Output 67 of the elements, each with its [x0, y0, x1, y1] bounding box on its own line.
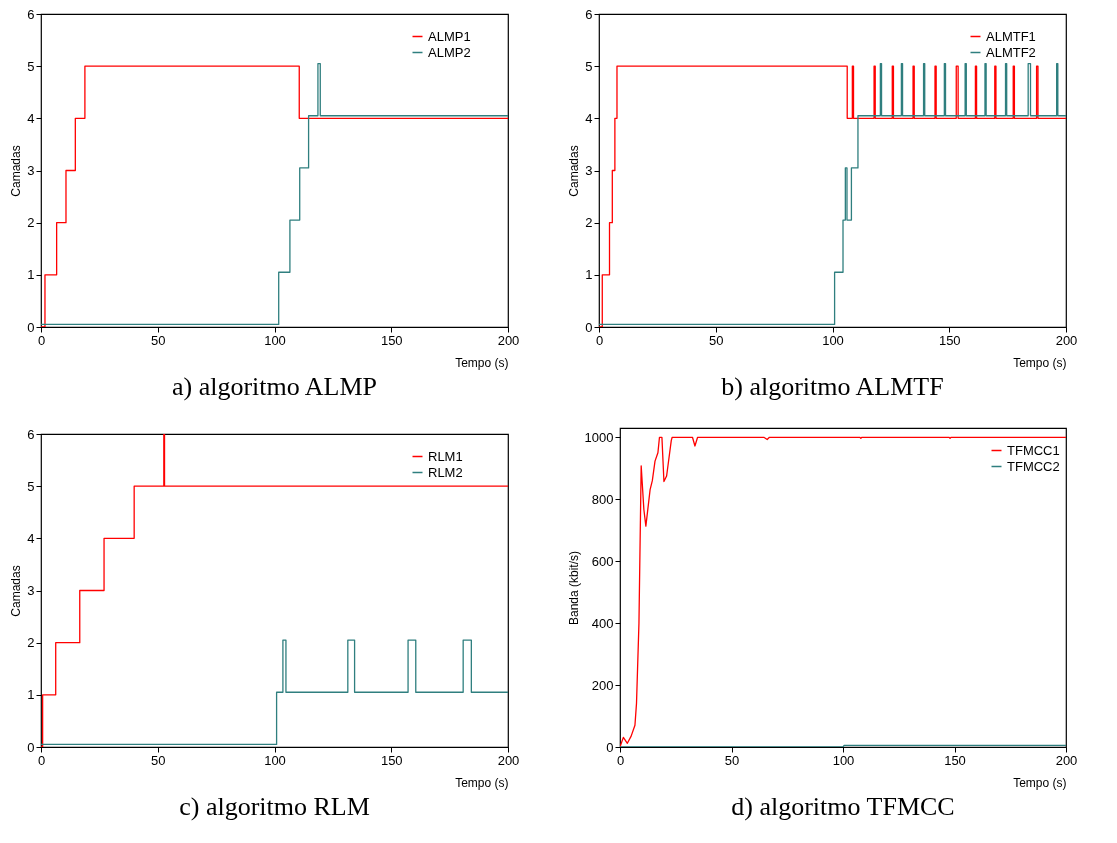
x-tick-label: 150: [380, 752, 403, 768]
legend-label: TFMCC2: [1007, 458, 1060, 474]
y-tick-label: 0: [27, 739, 35, 755]
line-series: [620, 436, 1066, 747]
y-tick-label: 0: [585, 319, 593, 335]
y-tick-label: 800: [591, 491, 614, 507]
x-tick-label: 50: [709, 332, 724, 348]
y-tick-label: 5: [27, 478, 35, 494]
y-axis-title: Camadas: [9, 565, 24, 617]
x-tick-label: 100: [264, 752, 286, 768]
x-tick-label: 200: [497, 752, 520, 768]
y-tick-label: 0: [27, 319, 35, 335]
y-tick-label: 0: [606, 739, 614, 755]
y-tick-label: 6: [27, 6, 35, 22]
x-tick-label: 200: [1055, 752, 1078, 768]
y-tick-label: 400: [591, 615, 614, 631]
legend-label: RLM2: [428, 464, 463, 480]
y-tick-label: 4: [585, 110, 593, 126]
x-tick-label: 100: [832, 752, 855, 768]
x-axis-title: Tempo (s): [1013, 775, 1067, 790]
y-axis-title: Banda (kbit/s): [566, 550, 581, 626]
y-tick-label: 200: [591, 677, 614, 693]
x-tick-label: 50: [151, 332, 166, 348]
text: d) algoritmo TFMCC: [731, 792, 955, 821]
legend-label: ALMP2: [428, 44, 471, 60]
x-tick-label: 0: [37, 332, 46, 348]
legend-label: TFMCC1: [1007, 442, 1060, 458]
y-tick-label: 1: [585, 267, 593, 283]
text: b) algoritmo ALMTF: [721, 372, 944, 401]
y-tick-label: 5: [585, 58, 593, 74]
x-axis-title: Tempo (s): [455, 355, 509, 370]
y-tick-label: 3: [585, 163, 593, 178]
y-tick-label: 6: [27, 426, 35, 442]
text: a) algoritmo ALMP: [171, 372, 378, 401]
text: c) algoritmo RLM: [179, 792, 370, 821]
legend-label: ALMTF2: [986, 44, 1036, 60]
x-axis-title: Tempo (s): [455, 775, 509, 790]
y-tick-label: 2: [585, 215, 593, 231]
x-tick-label: 0: [37, 752, 46, 768]
x-tick-label: 200: [1055, 332, 1078, 348]
y-tick-label: 2: [27, 215, 35, 231]
y-tick-label: 5: [27, 58, 35, 74]
y-tick-label: 4: [27, 530, 35, 546]
x-tick-label: 100: [264, 332, 286, 348]
legend-label: RLM1: [428, 448, 463, 464]
y-tick-label: 1: [27, 267, 35, 283]
x-tick-label: 150: [380, 332, 403, 348]
x-tick-label: 50: [724, 752, 740, 768]
y-tick-label: 2: [27, 635, 35, 651]
y-tick-label: 1000: [584, 429, 614, 445]
x-tick-label: 150: [938, 332, 961, 348]
y-tick-label: 3: [27, 583, 35, 598]
y-axis-title: Camadas: [9, 145, 24, 197]
x-tick-label: 200: [497, 332, 520, 348]
x-tick-label: 100: [822, 332, 844, 348]
y-tick-label: 600: [591, 553, 614, 569]
y-axis-title: Camadas: [567, 145, 582, 197]
legend-label: ALMP1: [428, 28, 471, 44]
x-tick-label: 0: [616, 752, 625, 768]
x-axis-title: Tempo (s): [1013, 355, 1067, 370]
y-tick-label: 1: [27, 687, 35, 703]
y-tick-label: 4: [27, 110, 35, 126]
y-tick-label: 3: [27, 163, 35, 178]
x-tick-label: 150: [944, 752, 966, 768]
legend-label: ALMTF1: [986, 28, 1036, 44]
x-tick-label: 50: [151, 752, 166, 768]
y-tick-label: 6: [585, 6, 593, 22]
